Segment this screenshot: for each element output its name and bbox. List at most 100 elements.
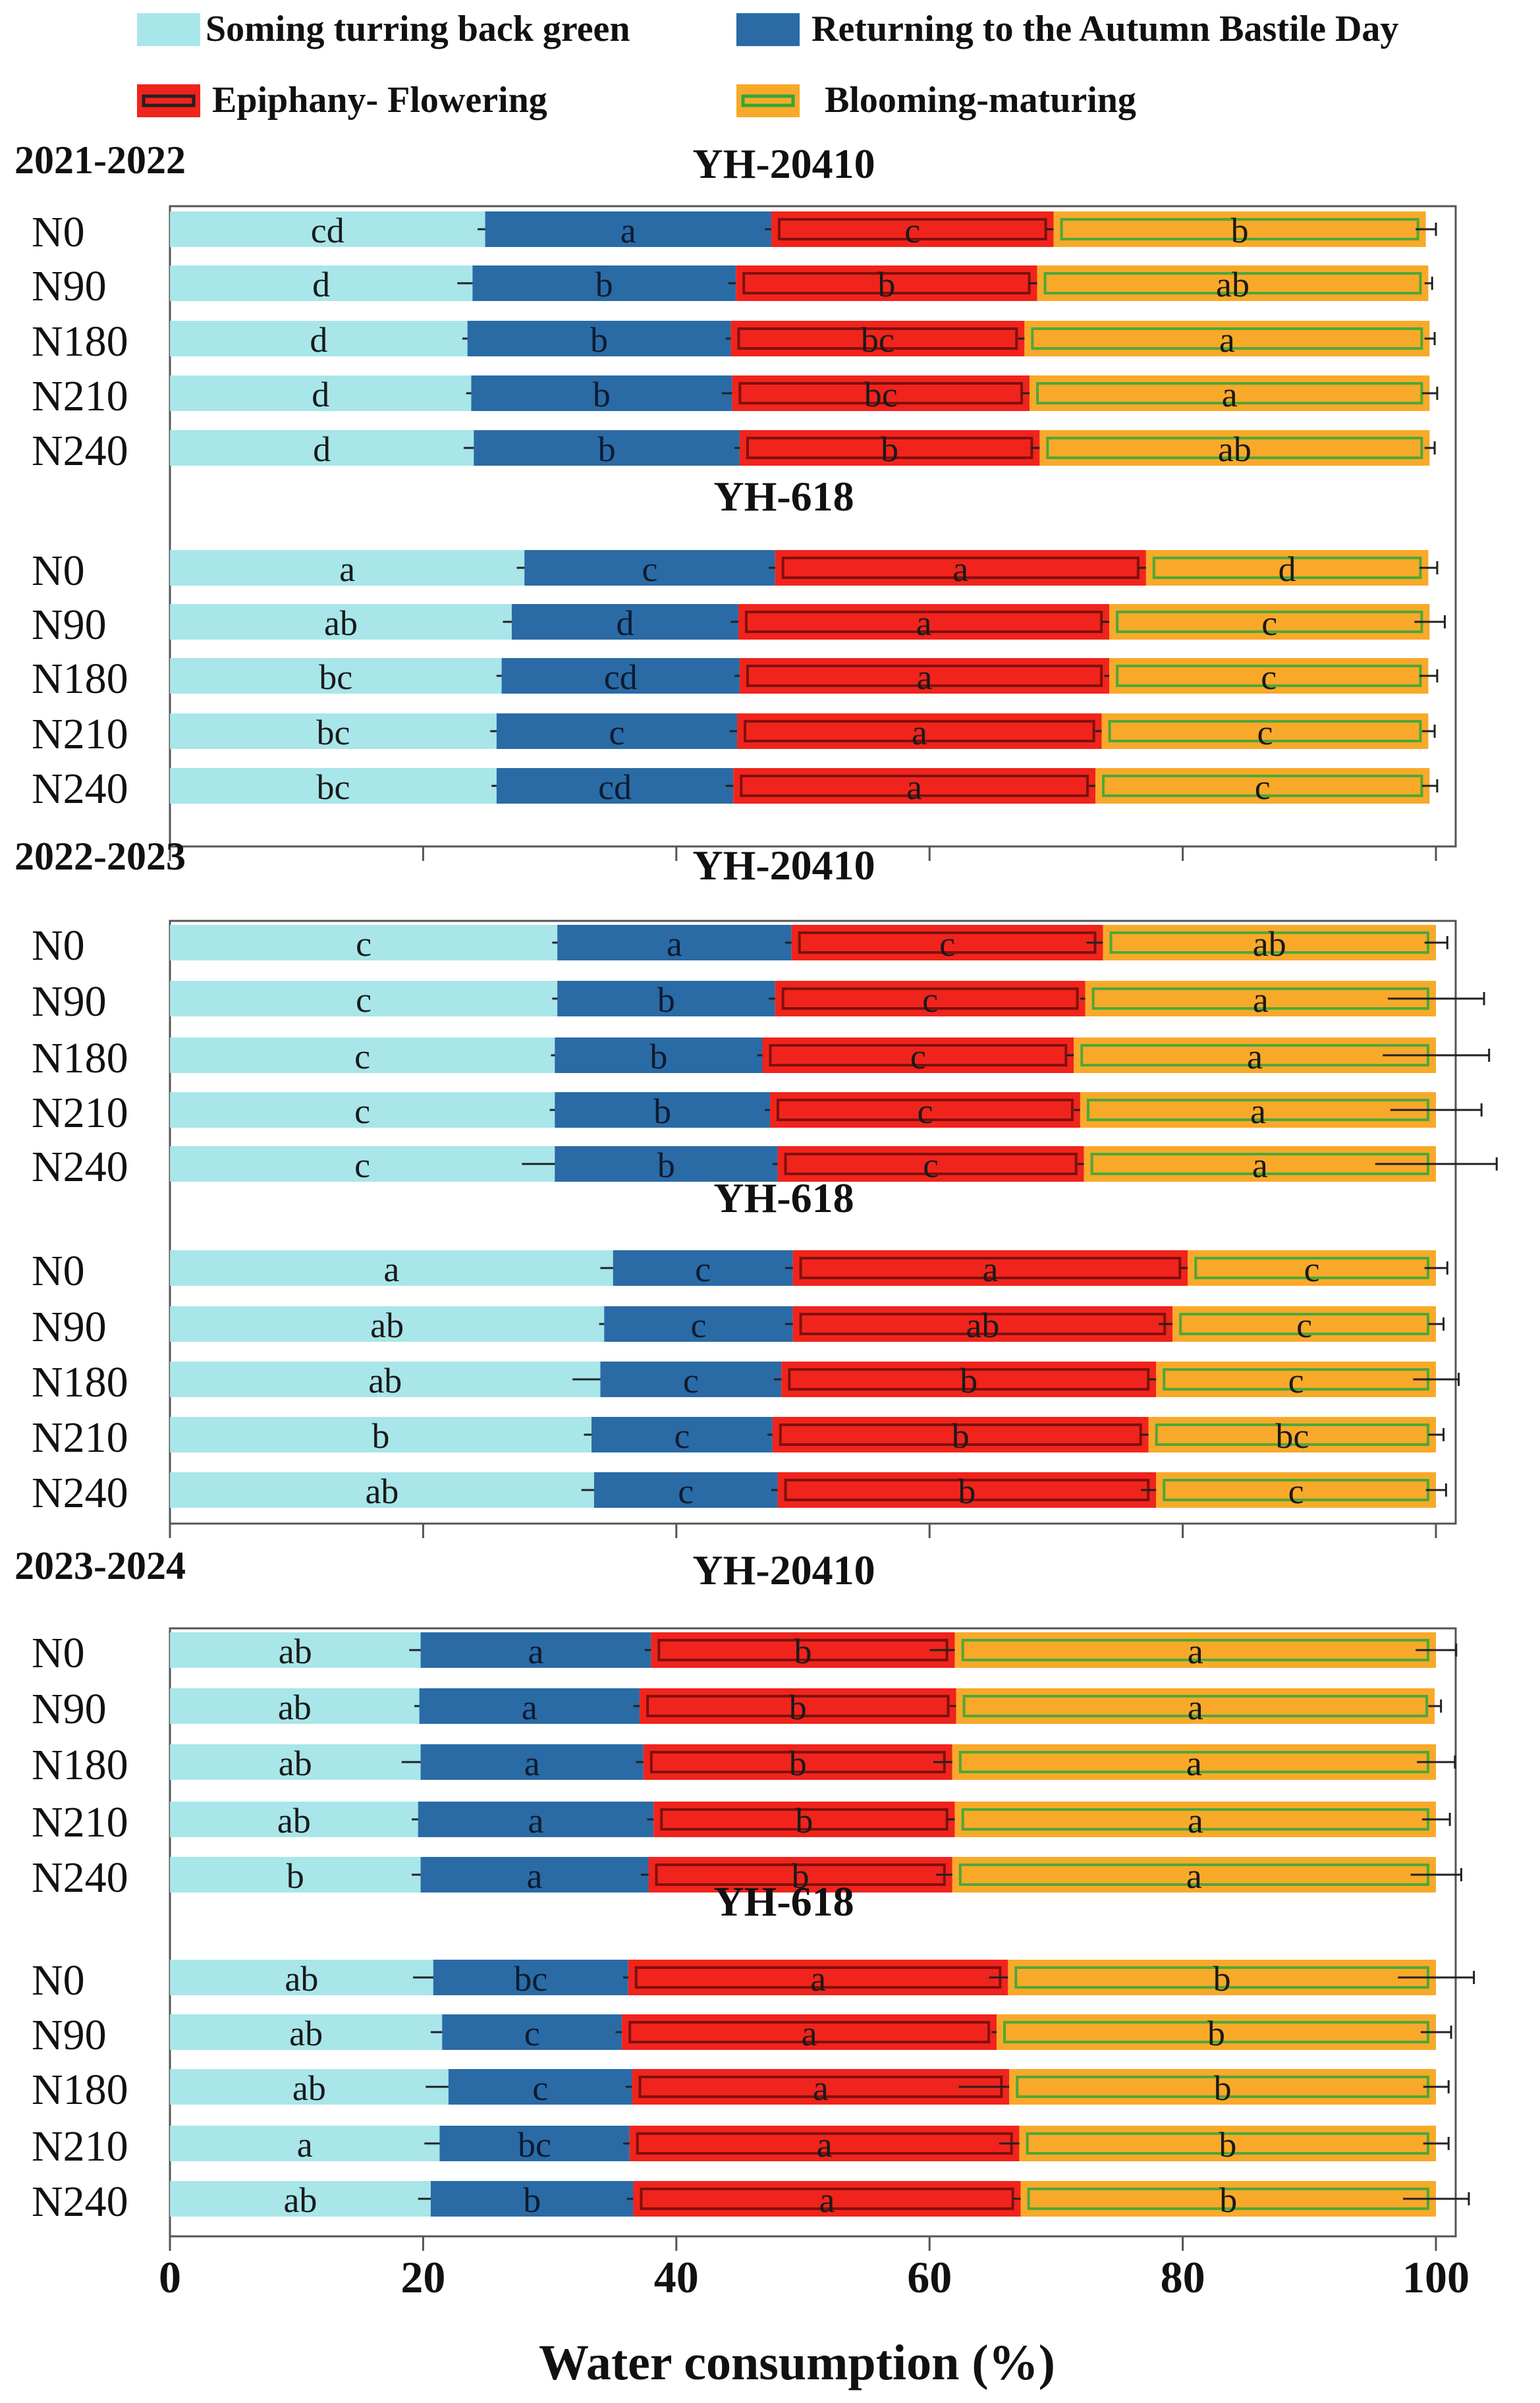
bar-segment xyxy=(628,1960,1008,1995)
significance-letter: a xyxy=(1188,1632,1203,1671)
bar-segment xyxy=(640,1688,956,1724)
row-label: N180 xyxy=(32,2066,128,2114)
significance-letter: d xyxy=(313,429,331,469)
bar-segment xyxy=(997,2014,1436,2050)
bar-segment xyxy=(501,658,740,694)
significance-letter: b xyxy=(523,2180,541,2220)
row-label: N180 xyxy=(32,1358,128,1406)
bar-segment xyxy=(170,265,473,301)
significance-letter: b xyxy=(952,1416,970,1456)
bar-segment xyxy=(791,925,1103,960)
bar-segment xyxy=(777,1146,1084,1182)
significance-letter: ab xyxy=(1218,429,1251,469)
bar-segment xyxy=(1009,2069,1436,2105)
panel-period-label: 2021-2022 xyxy=(14,138,186,182)
x-tick-label: 20 xyxy=(400,2252,445,2302)
significance-letter: a xyxy=(1219,320,1235,360)
bar-segment xyxy=(170,1146,555,1182)
bar-segment xyxy=(430,2181,634,2217)
bar-segment xyxy=(420,1744,644,1780)
row-label: N180 xyxy=(32,1034,128,1082)
bar-segment xyxy=(170,2126,440,2161)
significance-letter: b xyxy=(958,1472,976,1511)
significance-letter: c xyxy=(917,1091,933,1131)
significance-letter: a xyxy=(819,2180,835,2220)
significance-letter: a xyxy=(522,1688,537,1727)
significance-letter: cd xyxy=(598,767,632,807)
significance-letter: a xyxy=(297,2125,313,2165)
significance-letter: c xyxy=(678,1472,694,1511)
bar-segment-pattern xyxy=(779,1423,1142,1446)
row-label: N210 xyxy=(32,2122,128,2170)
row-label: N0 xyxy=(32,922,85,970)
significance-letter: b xyxy=(595,265,613,304)
bar-segment xyxy=(170,713,497,749)
row-label: N240 xyxy=(32,2178,128,2226)
bar-segment xyxy=(732,375,1030,411)
bar-segment-pattern xyxy=(1031,327,1423,350)
significance-letter: c xyxy=(904,211,920,250)
row-label: N240 xyxy=(32,765,128,813)
bar-segment xyxy=(1039,430,1430,466)
bar-segment xyxy=(170,1802,418,1837)
bar-segment xyxy=(170,604,512,640)
significance-letter: b xyxy=(657,1146,675,1185)
row-label: N240 xyxy=(32,1143,128,1191)
bar-segment-pattern xyxy=(1046,437,1423,459)
significance-letter: ab xyxy=(966,1306,999,1345)
bar-segment xyxy=(1053,211,1426,247)
bar-segment-pattern xyxy=(628,2021,991,2043)
bar-segment xyxy=(557,925,792,960)
significance-letter: c xyxy=(356,924,371,964)
significance-letter: b xyxy=(1213,1959,1231,1999)
bar-segment xyxy=(170,1092,555,1128)
significance-letter: c xyxy=(923,1146,939,1185)
bar-segment xyxy=(170,2181,431,2217)
significance-letter: c xyxy=(642,549,657,589)
bar-segment xyxy=(555,1146,778,1182)
significance-letter: c xyxy=(683,1361,699,1400)
bar-segment xyxy=(170,768,497,804)
bar-segment-pattern xyxy=(784,1153,1078,1175)
significance-letter: a xyxy=(528,1801,543,1840)
legend-swatch-4 xyxy=(736,84,800,117)
bar-segment xyxy=(1080,1092,1436,1128)
row-label: N240 xyxy=(32,1469,128,1517)
panel-frame-2 xyxy=(169,920,1457,1525)
group-title: YH-618 xyxy=(713,1878,854,1925)
bar-segment xyxy=(651,1632,955,1668)
significance-letter: ab xyxy=(324,603,358,643)
bar-segment xyxy=(170,430,474,466)
bar-segment xyxy=(622,2014,997,2050)
bar-segment xyxy=(170,2069,449,2105)
significance-letter: a xyxy=(339,549,355,589)
significance-letter: cd xyxy=(604,657,638,697)
row-label: N0 xyxy=(32,547,85,595)
significance-letter: c xyxy=(1288,1472,1304,1511)
significance-letter: c xyxy=(354,1037,370,1076)
bar-segment xyxy=(1109,658,1429,694)
bar-segment xyxy=(420,1632,651,1668)
significance-letter: c xyxy=(1261,603,1277,643)
bar-segment xyxy=(170,1362,601,1397)
bar-segment xyxy=(1030,375,1430,411)
bar-segment xyxy=(1020,2181,1436,2217)
significance-letter: a xyxy=(952,549,968,589)
significance-letter: c xyxy=(910,1037,926,1076)
significance-letter: b xyxy=(795,1801,813,1840)
significance-letter: d xyxy=(312,265,330,304)
bar-segment xyxy=(170,375,472,411)
significance-letter: a xyxy=(802,2014,817,2053)
bar-segment xyxy=(781,1362,1157,1397)
significance-letter: a xyxy=(524,1744,540,1783)
bar-segment xyxy=(771,211,1054,247)
bar-segment xyxy=(629,2126,1020,2161)
bar-segment xyxy=(954,1632,1436,1668)
bar-segment xyxy=(1085,981,1436,1016)
legend-label-3: Epiphany- Flowering xyxy=(212,80,547,121)
significance-letter: c xyxy=(354,1091,370,1131)
bar-segment xyxy=(632,2069,1010,2105)
bar-segment xyxy=(420,1857,649,1892)
bar-segment xyxy=(170,925,558,960)
